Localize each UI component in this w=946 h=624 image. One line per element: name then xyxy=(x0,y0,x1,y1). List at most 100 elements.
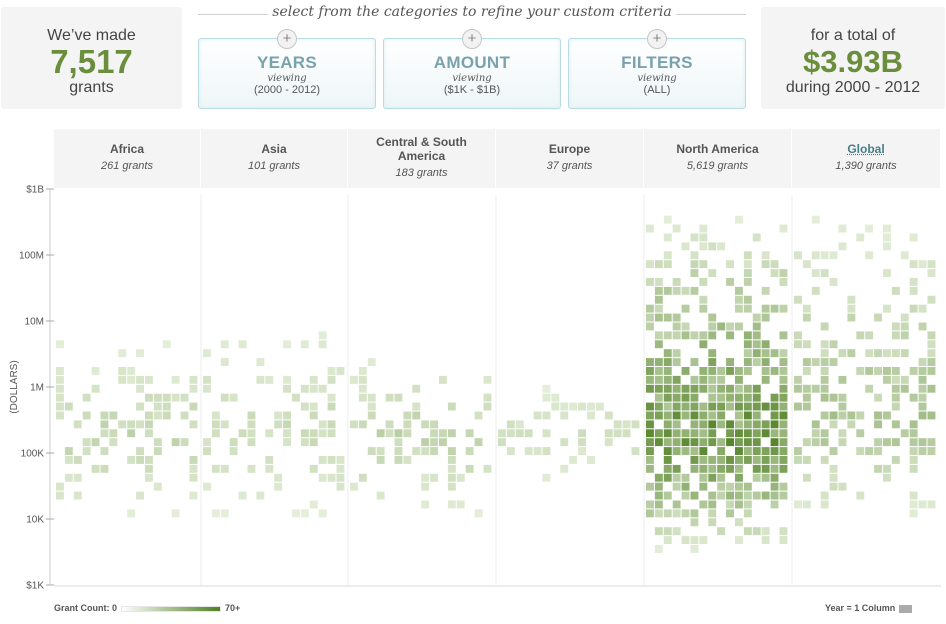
amount-button[interactable]: + AMOUNT viewing ($1K - $1B) xyxy=(383,29,561,109)
heatmap-cell xyxy=(672,438,681,447)
summary-right-suffix: during 2000 - 2012 xyxy=(785,79,921,96)
heatmap-cell xyxy=(145,420,153,429)
heatmap-cell xyxy=(699,304,708,313)
heatmap-cell xyxy=(73,491,82,500)
summary-left-prefix: We’ve made xyxy=(47,27,136,44)
heatmap-cell xyxy=(820,349,829,358)
heatmap-cell xyxy=(690,286,699,295)
heatmap-cell xyxy=(752,429,761,438)
heatmap-cell xyxy=(726,509,734,518)
heatmap-cell xyxy=(327,429,336,438)
heatmap-cell xyxy=(735,215,743,224)
heatmap-cell xyxy=(794,295,802,304)
heatmap-cell xyxy=(761,402,770,411)
heatmap-cell xyxy=(690,251,699,260)
region-header-north-america[interactable]: North America 5,619 grants xyxy=(644,129,792,188)
heatmap-cell xyxy=(300,429,309,438)
heatmap-cell xyxy=(699,384,708,393)
heatmap-cell xyxy=(743,278,752,286)
heatmap-cell xyxy=(883,233,891,242)
heatmap-cell xyxy=(708,375,717,384)
heatmap-cell xyxy=(743,384,752,393)
heatmap-cell xyxy=(127,367,136,375)
heatmap-cell xyxy=(483,402,492,411)
heatmap-cell xyxy=(672,473,681,482)
heatmap-cell xyxy=(900,349,909,358)
heatmap-cell xyxy=(909,438,918,447)
heatmap-cell xyxy=(794,251,802,260)
heatmap-cell xyxy=(654,429,663,438)
region-count: 101 grants xyxy=(248,160,300,172)
heatmap-cell xyxy=(779,358,788,366)
heatmap-cell xyxy=(743,438,752,447)
heatmap-cell xyxy=(292,393,300,402)
heatmap-cell xyxy=(820,438,829,447)
heatmap-cell xyxy=(743,304,752,313)
heatmap-cell xyxy=(735,438,743,447)
heatmap-cell xyxy=(690,402,699,411)
heatmap-cell xyxy=(761,304,770,313)
filters-button[interactable]: + FILTERS viewing (ALL) xyxy=(568,29,746,109)
heatmap-cell xyxy=(699,295,708,304)
heatmap-cell xyxy=(699,438,708,447)
heatmap-cell xyxy=(358,420,367,429)
heatmap-cell xyxy=(118,420,127,429)
heatmap-cell xyxy=(690,429,699,438)
heatmap-cell xyxy=(672,349,681,358)
plus-icon[interactable]: + xyxy=(647,29,667,49)
heatmap-cell xyxy=(820,367,829,375)
heatmap-cell xyxy=(587,411,595,420)
heatmap-cell xyxy=(761,429,770,438)
heatmap-cell xyxy=(681,473,690,482)
heatmap-cell xyxy=(743,251,752,260)
heatmap-cell xyxy=(162,393,171,402)
heatmap-cell xyxy=(447,429,456,438)
heatmap-cell xyxy=(735,286,743,295)
region-header-central-south-america[interactable]: Central & South America 183 grants xyxy=(348,129,496,188)
region-header-africa[interactable]: Africa 261 grants xyxy=(54,129,201,188)
heatmap-cell xyxy=(309,464,318,473)
region-header-europe[interactable]: Europe 37 grants xyxy=(496,129,644,188)
heatmap-cell xyxy=(358,473,367,482)
heatmap-cell xyxy=(874,367,882,375)
heatmap-cell xyxy=(663,491,672,500)
heatmap-cell xyxy=(761,456,770,464)
heatmap-cell xyxy=(909,260,918,269)
y-tick-label: 100K xyxy=(21,449,45,460)
heatmap-cell xyxy=(891,384,900,393)
heatmap-cell xyxy=(761,340,770,349)
heatmap-cell xyxy=(663,313,672,322)
heatmap-cell xyxy=(483,464,492,473)
heatmap-cell xyxy=(646,509,654,518)
plus-icon[interactable]: + xyxy=(462,29,482,49)
heatmap-cell xyxy=(646,447,654,455)
heatmap-cell xyxy=(663,536,672,544)
region-name-link[interactable]: Global xyxy=(847,142,885,156)
legend-gradient xyxy=(121,605,221,612)
heatmap-cell xyxy=(708,313,717,322)
heatmap-cell xyxy=(874,349,882,358)
amount-button-value: ($1K - $1B) xyxy=(443,84,501,96)
plus-icon[interactable]: + xyxy=(277,29,297,49)
heatmap-cell xyxy=(663,527,672,536)
heatmap-cell xyxy=(646,278,654,286)
heatmap-cell xyxy=(726,420,734,429)
region-header-global[interactable]: Global 1,390 grants xyxy=(792,129,941,188)
region-header-asia[interactable]: Asia 101 grants xyxy=(201,129,348,188)
heatmap-cell xyxy=(100,447,109,455)
heatmap-cell xyxy=(145,464,153,473)
heatmap-cell xyxy=(153,393,162,402)
heatmap-cell xyxy=(699,447,708,455)
heatmap-cell xyxy=(336,367,345,375)
heatmap-cell xyxy=(717,402,726,411)
heatmap-cell xyxy=(708,473,717,482)
amount-button-sub: viewing xyxy=(452,73,492,84)
heatmap-cell xyxy=(654,340,663,349)
heatmap-cell xyxy=(927,260,936,269)
years-button[interactable]: + YEARS viewing (2000 - 2012) xyxy=(198,29,376,109)
heatmap-cell xyxy=(672,286,681,295)
heatmap-cell xyxy=(735,367,743,375)
heatmap-cell xyxy=(672,411,681,420)
heatmap-cell xyxy=(211,464,220,473)
heatmap-cell xyxy=(891,402,900,411)
